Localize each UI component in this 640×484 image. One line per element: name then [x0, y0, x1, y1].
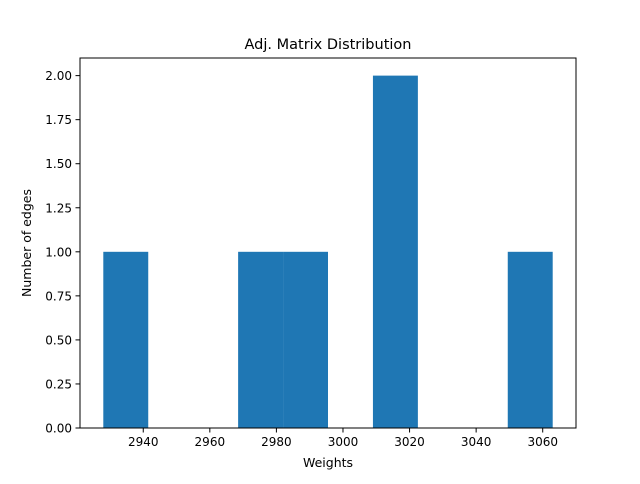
- bars-group: [103, 75, 553, 428]
- x-tick-label: 2940: [128, 435, 159, 449]
- y-axis-ticks: 0.00 0.25 0.50 0.75 1.00 1.25 1.50 1.75 2.00: [45, 69, 80, 436]
- y-tick-label: 1.75: [45, 113, 72, 127]
- histogram-bar-3: [238, 251, 284, 428]
- x-tick-label: 3060: [527, 435, 558, 449]
- histogram-bar-4: [283, 251, 328, 428]
- x-axis-label: Weights: [303, 455, 353, 470]
- histogram-bar-0: [103, 251, 149, 428]
- histogram-bar-9: [507, 251, 553, 428]
- y-tick-label: 1.50: [45, 157, 72, 171]
- y-tick-label: 0.25: [45, 377, 72, 391]
- y-tick-label: 0.50: [45, 333, 72, 347]
- y-tick-label: 1.25: [45, 201, 72, 215]
- y-tick-label: 1.00: [45, 245, 72, 259]
- y-tick-label: 0.75: [45, 289, 72, 303]
- y-tick-label: 2.00: [45, 69, 72, 83]
- x-tick-label: 2980: [261, 435, 292, 449]
- y-axis-label: Number of edges: [19, 189, 34, 297]
- x-tick-label: 2960: [195, 435, 226, 449]
- x-tick-label: 3000: [328, 435, 359, 449]
- plot-area-frame: [79, 57, 577, 429]
- x-axis-ticks: 2940 2960 2980 3000 3020 3040 3060: [128, 428, 558, 449]
- y-tick-label: 0.00: [45, 422, 72, 436]
- histogram-bar-6: [372, 75, 418, 428]
- x-tick-label: 3040: [461, 435, 492, 449]
- x-tick-label: 3020: [394, 435, 425, 449]
- chart-title: Adj. Matrix Distribution: [245, 37, 412, 53]
